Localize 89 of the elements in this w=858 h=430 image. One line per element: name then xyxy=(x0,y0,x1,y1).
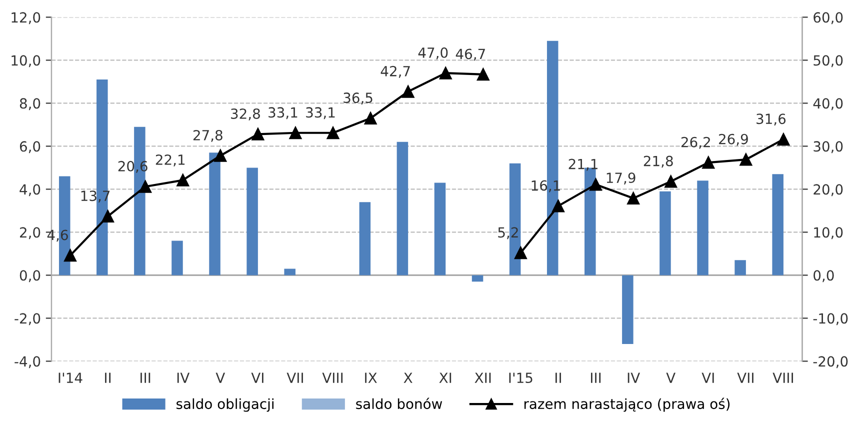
point xyxy=(364,112,377,124)
x-tick-label: VII xyxy=(737,372,754,383)
x-tick-label: IV xyxy=(177,372,190,383)
bar xyxy=(246,168,258,276)
bar xyxy=(697,180,708,276)
y2-tick-label: 40,0 xyxy=(813,98,843,110)
point xyxy=(139,180,152,193)
point xyxy=(590,178,602,191)
bar xyxy=(772,174,784,276)
x-tick-label: II xyxy=(105,372,111,383)
x-tick-label: X xyxy=(404,372,412,383)
point xyxy=(702,156,715,169)
x-tick-label: VIII xyxy=(322,372,343,383)
x-tick-label: III xyxy=(590,372,601,383)
bar xyxy=(472,275,484,282)
point xyxy=(214,149,227,162)
x-tick-label: VI xyxy=(702,372,714,383)
bar xyxy=(359,202,371,276)
point xyxy=(176,174,190,186)
y-tick-label: -2,0 xyxy=(14,313,40,326)
y2-tick-label: 50,0 xyxy=(814,55,843,68)
x-tick-label: I'15 xyxy=(509,372,532,384)
point xyxy=(627,192,640,204)
x-tick-label: XI xyxy=(439,372,452,383)
data-label: 22,1 xyxy=(156,154,185,166)
point xyxy=(289,126,302,140)
y2-tick-label: 10,0 xyxy=(814,227,843,240)
x-tick-label: V xyxy=(666,372,676,383)
y-tick-label: 12,0 xyxy=(12,12,40,24)
point xyxy=(476,68,490,81)
bar xyxy=(396,142,408,276)
data-label: 36,5 xyxy=(344,92,372,104)
point xyxy=(740,153,752,166)
data-label: 42,7 xyxy=(380,66,410,78)
point xyxy=(514,246,527,260)
bar xyxy=(284,268,296,276)
legend-label: saldo obligacji xyxy=(176,398,274,412)
y2-tick-label: 60,0 xyxy=(814,12,843,24)
data-label: 32,8 xyxy=(231,108,260,120)
point xyxy=(326,126,340,140)
y-tick-label: 6,0 xyxy=(20,141,40,154)
point xyxy=(552,200,564,212)
bar xyxy=(622,275,634,344)
y-tick-label: 4,0 xyxy=(20,184,40,196)
bar xyxy=(734,260,746,276)
point xyxy=(439,66,452,80)
x-tick-label: VIII xyxy=(772,372,793,383)
y2-tick-label: 20,0 xyxy=(814,184,843,196)
point xyxy=(402,85,414,98)
bar xyxy=(660,191,671,276)
y2-tick-label: -20,0 xyxy=(813,356,848,368)
point xyxy=(64,249,76,262)
x-tick-label: V xyxy=(216,372,226,383)
legend-label: razem narastająco (prawa oś) xyxy=(524,398,730,412)
x-tick-label: II xyxy=(556,372,561,383)
point xyxy=(777,133,790,146)
data-label: 27,8 xyxy=(193,130,222,142)
y2-tick-label: 30,0 xyxy=(814,141,843,154)
data-label: 21,8 xyxy=(644,156,673,168)
x-tick-label: I'14 xyxy=(58,372,82,383)
data-label: 21,1 xyxy=(568,158,598,171)
y-tick-label: 2,0 xyxy=(20,227,40,240)
data-label: 17,9 xyxy=(606,172,636,184)
data-label: 33,1 xyxy=(306,107,335,120)
x-tick-label: IV xyxy=(628,372,640,383)
data-label: 47,0 xyxy=(418,47,448,60)
x-tick-label: III xyxy=(140,372,150,383)
y-tick-label: 10,0 xyxy=(12,55,40,68)
bar xyxy=(172,240,183,276)
data-label: 26,2 xyxy=(681,136,710,149)
data-label: 33,1 xyxy=(268,107,298,120)
y2-tick-label: -10,0 xyxy=(813,313,848,326)
data-label: 46,7 xyxy=(456,48,485,61)
x-tick-label: VII xyxy=(286,372,303,383)
x-tick-label: VI xyxy=(251,372,264,383)
bar xyxy=(209,152,220,276)
point xyxy=(102,210,114,223)
data-label: 26,9 xyxy=(718,134,748,146)
y-tick-label: 8,0 xyxy=(20,98,40,110)
point xyxy=(252,128,264,140)
y2-tick-label: 0,0 xyxy=(814,270,834,282)
point xyxy=(664,175,678,188)
x-tick-label: IX xyxy=(365,372,377,383)
data-label: 31,6 xyxy=(756,114,786,126)
bar xyxy=(434,182,446,276)
y-tick-label: -4,0 xyxy=(14,356,40,368)
y-tick-label: 0,0 xyxy=(20,270,40,282)
legend-label: saldo bonów xyxy=(356,398,442,410)
x-tick-label: XII xyxy=(474,372,491,383)
